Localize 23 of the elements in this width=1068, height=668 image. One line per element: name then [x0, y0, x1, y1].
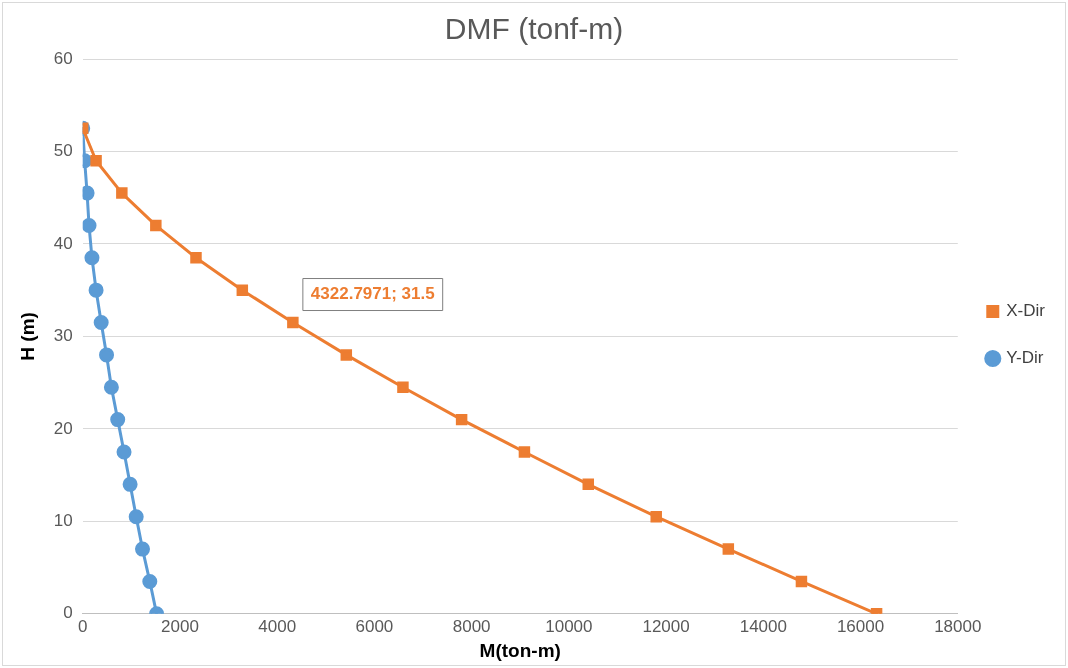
x-tick-label: 8000 [452, 616, 491, 636]
y-tick-label: 30 [53, 326, 73, 346]
annotation: 4322.7971; 31.5 [310, 284, 435, 304]
y-tick-label: 40 [53, 233, 73, 253]
x-tick-label: 12000 [642, 616, 690, 636]
legend-label: X-Dir [1006, 301, 1046, 321]
x-tick-label: 16000 [836, 616, 885, 636]
x-axis-title: M(ton-m) [479, 639, 561, 661]
x-tick-label: 18000 [934, 616, 982, 636]
x-tick-label: 0 [77, 616, 88, 636]
y-tick-label: 60 [53, 48, 73, 68]
y-tick-label: 20 [53, 418, 73, 438]
y-tick-label: 50 [53, 141, 73, 161]
x-tick-label: 4000 [258, 616, 297, 636]
chart-title: DMF (tonf-m) [444, 12, 624, 46]
y-tick-label: 10 [53, 511, 73, 531]
x-tick-label: 2000 [161, 616, 199, 636]
legend-label: Y-Dir [1006, 348, 1044, 368]
y-tick-label: 0 [63, 603, 73, 623]
x-tick-label: 10000 [545, 616, 593, 636]
x-tick-label: 14000 [739, 616, 787, 636]
x-tick-label: 6000 [355, 616, 394, 636]
y-axis-title: H (m) [16, 312, 38, 361]
